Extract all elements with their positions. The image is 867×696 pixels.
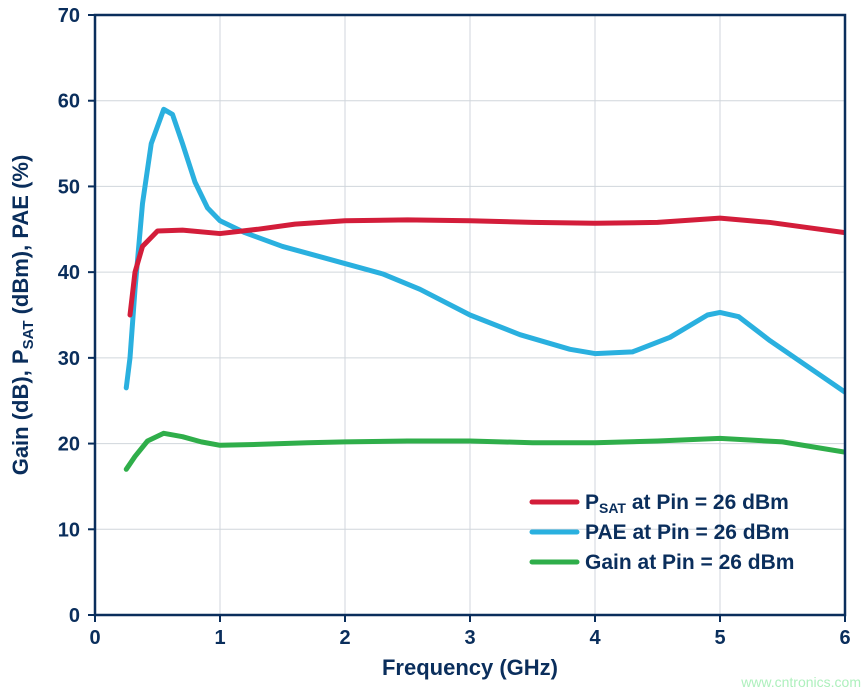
ytick-label: 30 — [58, 348, 80, 370]
xtick-label: 4 — [589, 627, 601, 649]
xtick-label: 0 — [89, 627, 100, 649]
xtick-label: 3 — [464, 627, 475, 649]
y-axis-label: Gain (dB), PSAT (dBm), PAE (%) — [8, 155, 37, 476]
xtick-label: 5 — [714, 627, 725, 649]
ytick-label: 10 — [58, 519, 80, 541]
ytick-label: 60 — [58, 91, 80, 113]
watermark: www.cntronics.com — [741, 674, 861, 690]
xtick-label: 6 — [839, 627, 850, 649]
legend-label-gain: Gain at Pin = 26 dBm — [585, 551, 794, 574]
ytick-label: 20 — [58, 434, 80, 456]
chart-container: { "chart": { "type": "line", "width": 86… — [0, 0, 867, 696]
xtick-label: 2 — [339, 627, 350, 649]
x-axis-label: Frequency (GHz) — [382, 655, 558, 680]
ytick-label: 70 — [58, 5, 80, 27]
xtick-label: 1 — [214, 627, 225, 649]
chart-element: Gain (dB), PSAT (dBm), PAE (%) — [8, 155, 37, 476]
chart-svg: 0123456010203040506070Frequency (GHz)Gai… — [0, 0, 867, 696]
ytick-label: 40 — [58, 262, 80, 284]
ytick-label: 50 — [58, 176, 80, 198]
legend-label-pae: PAE at Pin = 26 dBm — [585, 521, 789, 544]
ytick-label: 0 — [69, 605, 80, 627]
